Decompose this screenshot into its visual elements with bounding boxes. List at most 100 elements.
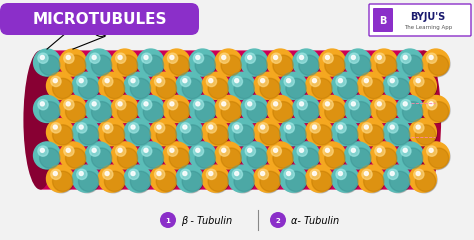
Text: B: B [379,16,387,26]
Circle shape [371,142,398,169]
Circle shape [193,146,204,156]
Circle shape [422,142,449,169]
Circle shape [92,55,96,60]
Circle shape [377,102,381,106]
Circle shape [293,142,320,169]
Circle shape [87,97,113,123]
Circle shape [53,79,57,83]
Circle shape [103,76,113,87]
Circle shape [247,148,252,152]
Circle shape [415,171,436,192]
Circle shape [40,102,60,122]
Circle shape [424,144,450,170]
Circle shape [258,123,268,133]
Circle shape [256,167,282,193]
Circle shape [169,148,190,168]
Circle shape [334,167,359,193]
Circle shape [385,167,411,193]
Circle shape [234,78,254,99]
Circle shape [261,79,264,83]
Circle shape [34,96,61,122]
FancyBboxPatch shape [369,4,471,36]
Circle shape [346,51,372,77]
Circle shape [130,125,151,145]
Circle shape [77,76,87,87]
Circle shape [209,125,213,129]
Circle shape [204,121,230,146]
Circle shape [144,102,148,106]
Circle shape [206,169,217,180]
Circle shape [376,148,397,168]
Circle shape [209,79,213,83]
Circle shape [98,72,125,99]
Circle shape [169,102,190,122]
Circle shape [270,212,286,228]
Circle shape [209,172,213,175]
Circle shape [163,49,190,76]
Circle shape [351,102,356,106]
Circle shape [241,142,268,169]
Circle shape [373,144,398,170]
Circle shape [388,169,398,180]
Circle shape [228,119,255,146]
Circle shape [100,74,126,100]
Circle shape [414,169,424,180]
Circle shape [297,146,307,156]
Circle shape [178,121,204,146]
Circle shape [178,74,204,100]
Circle shape [385,121,411,146]
Circle shape [155,76,165,87]
Circle shape [295,97,320,123]
Circle shape [365,79,368,83]
Circle shape [139,144,165,170]
Circle shape [261,172,264,175]
Circle shape [51,123,61,133]
Circle shape [38,53,48,63]
Circle shape [116,146,126,156]
Circle shape [321,51,346,77]
FancyBboxPatch shape [373,8,393,32]
Circle shape [385,74,411,100]
Circle shape [182,78,202,99]
Circle shape [191,97,217,123]
Circle shape [300,102,303,106]
Circle shape [390,125,410,145]
Circle shape [167,100,178,110]
Circle shape [401,100,411,110]
Circle shape [230,74,255,100]
Circle shape [364,171,384,192]
Circle shape [349,146,359,156]
Circle shape [375,100,385,110]
Circle shape [40,102,45,106]
Circle shape [111,96,138,122]
Circle shape [193,53,204,63]
Circle shape [74,121,100,146]
Circle shape [66,148,70,152]
Circle shape [365,125,368,129]
Circle shape [411,74,437,100]
Circle shape [48,121,74,146]
Circle shape [40,148,45,152]
Circle shape [243,51,269,77]
Circle shape [181,123,191,133]
Circle shape [235,79,239,83]
Circle shape [196,55,200,60]
Circle shape [157,125,161,129]
Circle shape [260,78,280,99]
Circle shape [128,123,139,133]
Circle shape [375,146,385,156]
Circle shape [337,78,358,99]
Circle shape [137,49,164,76]
Circle shape [104,171,125,192]
Circle shape [183,172,187,175]
Circle shape [87,51,113,77]
Text: 2: 2 [99,26,103,32]
Circle shape [150,165,177,192]
Circle shape [92,102,96,106]
Circle shape [300,55,303,60]
Text: BYJU'S: BYJU'S [410,12,446,22]
Circle shape [51,169,61,180]
Circle shape [156,78,176,99]
Circle shape [345,49,372,76]
Circle shape [312,125,317,129]
